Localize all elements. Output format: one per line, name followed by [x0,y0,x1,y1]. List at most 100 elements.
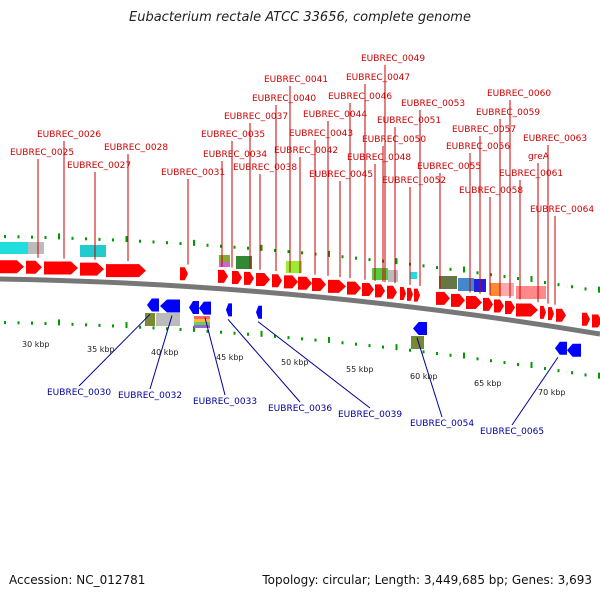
functional-box[interactable] [80,245,106,257]
functional-box[interactable] [156,313,180,326]
forward-gene-arrow[interactable] [180,267,188,281]
forward-gene-label[interactable]: EUBREC_0061 [499,169,563,179]
forward-gene-labels[interactable]: EUBREC_0025 EUBREC_0026 EUBREC_0027 EUBREC_… [10,54,594,305]
forward-gene-label[interactable]: EUBREC_0059 [476,108,540,118]
forward-gene-arrow[interactable] [44,261,78,275]
forward-gene-arrow[interactable] [80,262,104,276]
functional-box[interactable] [194,316,210,319]
forward-gene-arrow[interactable] [436,291,450,305]
forward-gene-arrow[interactable] [244,271,254,285]
reverse-gene-label[interactable]: EUBREC_0033 [193,397,257,407]
forward-gene-arrow[interactable] [26,260,42,274]
forward-gene-label[interactable]: EUBREC_0045 [309,170,373,180]
forward-gene-label[interactable]: EUBREC_0063 [523,134,587,144]
forward-gene-arrow[interactable] [298,276,312,290]
forward-gene-arrow[interactable] [400,287,406,301]
functional-box[interactable] [372,268,388,280]
forward-gene-label[interactable]: greA [528,152,550,162]
forward-gene-arrow[interactable] [483,297,493,311]
forward-gene-label[interactable]: EUBREC_0057 [452,125,516,135]
reverse-gene-label[interactable]: EUBREC_0036 [268,404,332,414]
forward-gene-label[interactable]: EUBREC_0026 [37,130,101,140]
reverse-gene-arrow[interactable] [199,301,211,315]
forward-gene-arrow[interactable] [548,307,554,321]
forward-gene-label[interactable]: EUBREC_0064 [530,205,594,215]
functional-box[interactable] [219,255,230,263]
forward-gene-label[interactable]: EUBREC_0058 [459,186,523,196]
reverse-gene-label[interactable]: EUBREC_0065 [480,427,544,437]
functional-box[interactable] [458,278,474,291]
forward-gene-label[interactable]: EUBREC_0043 [289,129,353,139]
functional-box[interactable] [410,272,417,279]
functional-box[interactable] [0,242,28,254]
functional-box[interactable] [411,336,424,349]
functional-box[interactable] [28,242,44,254]
functional-box[interactable] [490,283,500,296]
forward-gene-arrow[interactable] [218,269,228,283]
functional-box[interactable] [439,276,457,289]
reverse-gene-labels[interactable]: EUBREC_0030 EUBREC_0032 EUBREC_0033 EUBREC_… [47,313,559,437]
forward-gene-arrow[interactable] [505,301,515,315]
forward-gene-arrow[interactable] [284,275,298,289]
reverse-features[interactable] [145,298,581,357]
forward-gene-label[interactable]: EUBREC_0050 [362,135,426,145]
functional-box[interactable] [219,262,230,267]
functional-box[interactable] [236,256,252,269]
forward-gene-arrow[interactable] [272,274,282,288]
forward-gene-label[interactable]: EUBREC_0027 [67,161,131,171]
forward-gene-label[interactable]: EUBREC_0047 [346,73,410,83]
forward-gene-arrow[interactable] [232,270,242,284]
reverse-gene-label[interactable]: EUBREC_0039 [338,410,402,420]
forward-gene-label[interactable]: EUBREC_0028 [104,143,168,153]
reverse-gene-label[interactable]: EUBREC_0032 [118,391,182,401]
forward-gene-label[interactable]: EUBREC_0052 [382,176,446,186]
forward-gene-label[interactable]: EUBREC_0049 [361,54,425,64]
forward-gene-label[interactable]: EUBREC_0037 [224,112,288,122]
reverse-gene-label[interactable]: EUBREC_0030 [47,388,111,398]
reverse-gene-arrow[interactable] [147,298,159,312]
reverse-gene-label[interactable]: EUBREC_0054 [410,419,474,429]
reverse-gene-arrow[interactable] [256,305,262,319]
functional-box[interactable] [194,322,210,325]
forward-gene-label[interactable]: EUBREC_0038 [233,163,297,173]
forward-gene-arrow[interactable] [414,288,420,302]
forward-gene-label[interactable]: EUBREC_0044 [303,110,367,120]
forward-gene-label[interactable]: EUBREC_0046 [328,92,392,102]
forward-gene-label[interactable]: EUBREC_0040 [252,94,316,104]
forward-gene-label[interactable]: EUBREC_0034 [203,150,267,160]
forward-gene-arrow[interactable] [312,278,326,292]
forward-gene-arrow[interactable] [494,299,504,313]
forward-gene-arrow[interactable] [582,312,590,326]
forward-gene-arrow[interactable] [328,279,346,293]
forward-gene-label[interactable]: EUBREC_0060 [487,89,551,99]
forward-gene-label[interactable]: EUBREC_0041 [264,75,328,85]
forward-gene-arrow[interactable] [451,293,465,307]
reverse-gene-arrow[interactable] [189,300,199,314]
forward-gene-label[interactable]: EUBREC_0025 [10,148,74,158]
forward-gene-arrow[interactable] [106,264,146,278]
functional-box[interactable] [145,313,155,326]
functional-box[interactable] [500,283,514,296]
reverse-gene-arrow[interactable] [555,341,567,355]
reverse-gene-arrow[interactable] [160,299,180,313]
forward-gene-arrow[interactable] [556,308,566,322]
forward-gene-arrow[interactable] [407,287,413,301]
reverse-gene-arrow[interactable] [413,322,427,336]
forward-gene-arrow[interactable] [466,295,482,309]
functional-box[interactable] [194,319,210,322]
forward-gene-label[interactable]: EUBREC_0055 [417,162,481,172]
forward-gene-label[interactable]: EUBREC_0031 [161,168,225,178]
forward-gene-label[interactable]: EUBREC_0048 [347,153,411,163]
forward-gene-label[interactable]: EUBREC_0035 [201,130,265,140]
forward-gene-arrow[interactable] [347,281,361,295]
forward-gene-arrow[interactable] [516,303,538,317]
forward-gene-label[interactable]: EUBREC_0056 [446,142,510,152]
forward-gene-arrow[interactable] [256,273,270,287]
forward-gene-arrow[interactable] [387,285,397,299]
functional-box[interactable] [388,270,398,282]
forward-gene-arrow[interactable] [540,305,546,319]
forward-gene-arrow[interactable] [592,314,600,328]
forward-gene-arrow[interactable] [0,260,24,274]
reverse-gene-arrow[interactable] [567,343,581,357]
forward-gene-arrow[interactable] [362,283,374,297]
